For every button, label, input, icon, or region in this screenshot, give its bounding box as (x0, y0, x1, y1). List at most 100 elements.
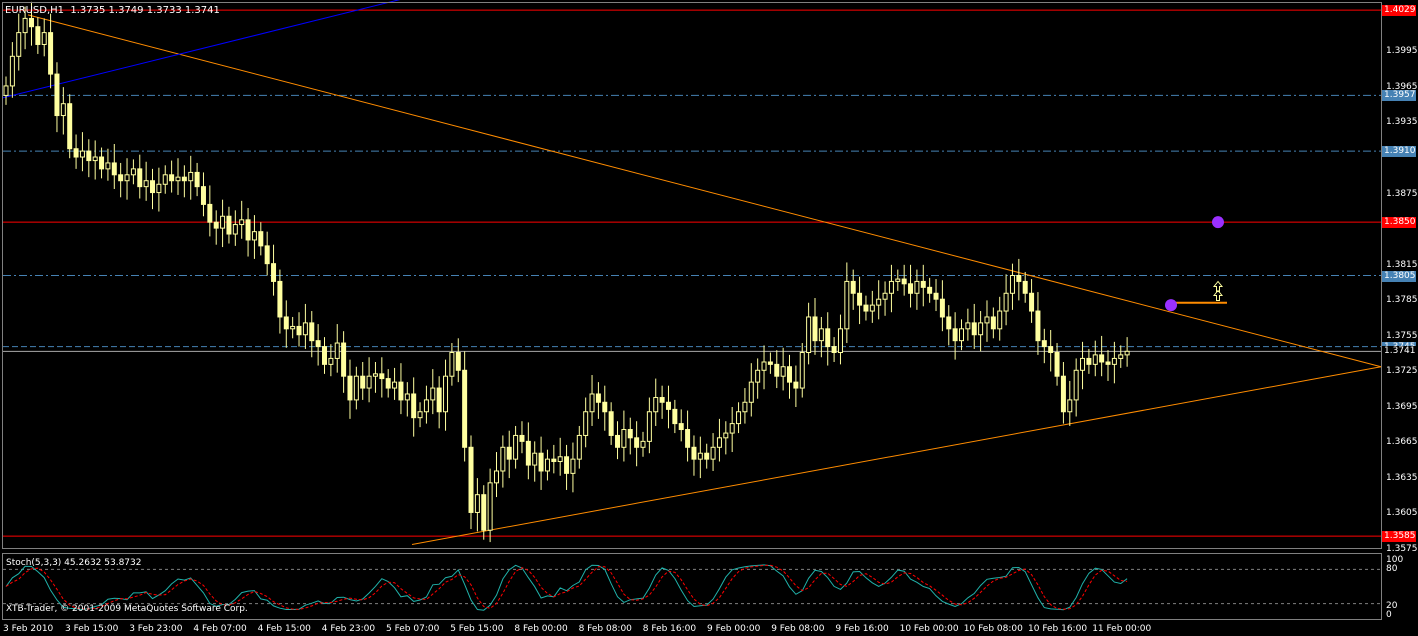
price-tick-label: 1.3785 (1386, 295, 1418, 306)
candle-body-26 (169, 174, 175, 182)
time-tick-label: 3 Feb 23:00 (129, 624, 183, 634)
candle-body-29 (188, 171, 194, 182)
candle-body-80 (513, 434, 519, 460)
candle-body-116 (742, 401, 748, 413)
candle-body-55 (353, 375, 359, 401)
candle-body-3 (22, 17, 28, 34)
candle-body-63 (404, 393, 410, 401)
candle-body-107 (685, 429, 691, 448)
candle-body-172 (1099, 354, 1105, 363)
candle-body-101 (646, 411, 652, 442)
candle-body-166 (1060, 375, 1066, 413)
price-tick-label: 1.3725 (1386, 366, 1418, 377)
candle-body-122 (780, 366, 786, 377)
candle-body-50 (322, 346, 327, 365)
candle-body-68 (436, 387, 442, 413)
candle-body-47 (302, 322, 308, 336)
candle-body-2 (16, 32, 22, 57)
candle-body-109 (697, 452, 703, 460)
price-tag: 1.3585 (1382, 531, 1416, 543)
candle-body-173 (1105, 361, 1111, 365)
candle-body-70 (449, 352, 455, 377)
candle-body-66 (423, 399, 429, 413)
candle-body-155 (990, 316, 996, 330)
candle-body-110 (704, 452, 710, 460)
candle-body-114 (729, 423, 735, 434)
candle-body-13 (86, 150, 92, 162)
candle-body-91 (583, 411, 589, 436)
candle-body-126 (806, 316, 812, 354)
time-tick-label: 8 Feb 16:00 (642, 624, 697, 634)
candle-body-99 (634, 437, 640, 448)
candle-body-135 (863, 304, 869, 312)
candle-body-36 (232, 224, 238, 235)
candle-body-133 (850, 280, 856, 294)
candle-body-152 (971, 322, 977, 336)
candle-body-51 (328, 357, 334, 365)
candle-body-15 (99, 156, 105, 170)
candle-body-123 (787, 366, 793, 383)
candle-body-158 (1009, 275, 1015, 294)
candle-body-174 (1111, 357, 1117, 365)
candle-body-84 (538, 452, 544, 472)
stoch-signal-line (5, 564, 1128, 610)
candle-body-7 (48, 32, 54, 75)
candle-body-41 (264, 245, 270, 265)
time-tick-label: 10 Feb 08:00 (963, 624, 1023, 634)
candle-body-157 (1003, 292, 1009, 312)
candle-body-146 (933, 292, 939, 300)
candle-body-72 (462, 369, 468, 448)
candle-body-87 (557, 456, 563, 463)
price-tick-label: 1.3965 (1386, 81, 1418, 92)
candle-body-86 (551, 458, 557, 463)
candle-body-33 (213, 221, 219, 229)
candle-body-56 (360, 375, 366, 389)
time-tick-label: 3 Feb 15:00 (65, 624, 119, 634)
candle-body-83 (532, 452, 538, 466)
candle-body-96 (615, 434, 621, 448)
candle-body-69 (443, 375, 449, 413)
candle-body-94 (602, 401, 608, 413)
candle-body-168 (1073, 369, 1079, 401)
candle-body-93 (595, 393, 601, 403)
price-tick-label: 1.3605 (1386, 508, 1418, 519)
candle-body-85 (544, 458, 550, 472)
candle-body-136 (869, 304, 875, 312)
candle-body-17 (111, 162, 117, 176)
candle-body-144 (920, 280, 926, 288)
candle-body-104 (665, 401, 671, 410)
candle-body-67 (430, 387, 436, 401)
candle-body-30 (194, 171, 200, 188)
candle-body-76 (487, 482, 493, 531)
candle-body-11 (73, 148, 79, 158)
candle-body-19 (124, 174, 130, 182)
candle-body-143 (914, 280, 920, 294)
time-tick-label: 9 Feb 08:00 (771, 624, 825, 634)
trendline-channel (2, 0, 401, 99)
candle-body-73 (468, 446, 474, 513)
symbol-header: EURUSD,H1 1.3735 1.3749 1.3733 1.3741 (5, 5, 220, 16)
candle-body-164 (1048, 346, 1054, 354)
candle-body-134 (857, 292, 863, 306)
candle-body-28 (181, 176, 187, 182)
candle-body-108 (691, 446, 697, 460)
trendline-resistance (27, 14, 1382, 368)
candle-body-5 (35, 26, 41, 45)
candle-body-61 (392, 381, 398, 389)
candle-body-12 (79, 150, 85, 158)
candle-body-160 (1022, 280, 1028, 294)
candle-body-9 (60, 103, 66, 117)
time-tick-label: 9 Feb 00:00 (707, 624, 761, 634)
time-tick-label: 10 Feb 00:00 (899, 624, 959, 634)
candle-body-25 (162, 174, 168, 185)
candle-body-148 (946, 316, 952, 330)
candles-layer (3, 1, 1130, 543)
candle-body-79 (506, 446, 512, 460)
candle-body-45 (290, 325, 296, 330)
candle-body-16 (105, 162, 111, 170)
price-tag: 1.3957 (1382, 90, 1416, 102)
candle-body-98 (627, 429, 633, 439)
stoch-level-0: 0 (1386, 610, 1392, 620)
candle-body-43 (277, 280, 283, 318)
